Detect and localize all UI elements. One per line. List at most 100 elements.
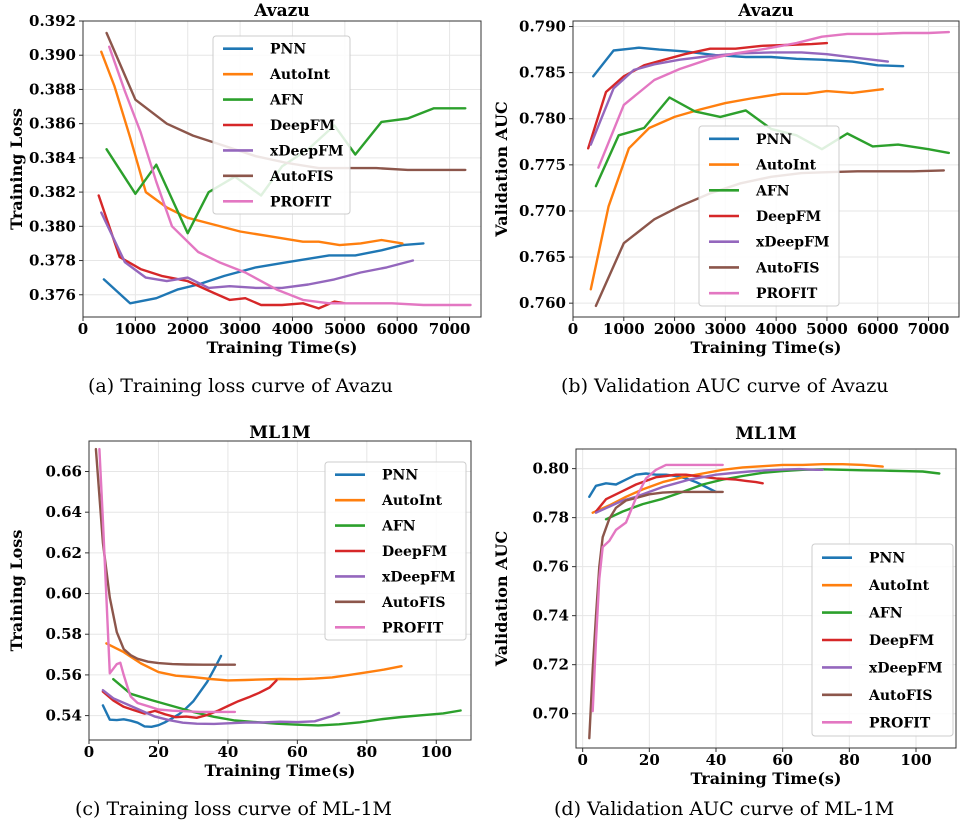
legend-label-afn: AFN: [868, 606, 903, 622]
y-tick-label: 0.770: [519, 202, 566, 220]
y-axis-label: Validation AUC: [492, 531, 511, 667]
legend-label-autoint: AutoInt: [868, 578, 930, 594]
legend-label-afn: AFN: [755, 183, 790, 199]
legend-box: [212, 35, 351, 215]
y-tick-label: 0.785: [519, 64, 566, 82]
legend-label-autofis: AutoFIS: [868, 688, 932, 704]
x-axis-label: Training Time(s): [207, 338, 358, 357]
series-line-autoint: [589, 87, 884, 291]
x-tick-label: 3000: [219, 320, 261, 338]
plot-frame: [88, 440, 472, 741]
y-tick-label: 0.58: [45, 625, 82, 643]
y-tick-label: 0.76: [532, 558, 569, 576]
y-tick-label: 0.392: [29, 12, 76, 30]
series-line-autoint: [100, 50, 404, 247]
series-line-afn: [112, 678, 462, 727]
y-tick-label: 0.775: [519, 156, 566, 174]
chart-title: Avazu: [737, 1, 793, 21]
x-tick-label: 20: [639, 751, 660, 769]
legend-label-deepfm: DeepFM: [869, 633, 934, 649]
series-line-deepfm: [97, 194, 346, 310]
legend-label-xdeepfm: xDeepFM: [869, 660, 943, 676]
x-tick-label: 20: [148, 743, 169, 761]
legend-label-pnn: PNN: [756, 132, 792, 148]
legend: PNN AutoInt AFN DeepFM xDeepFM AutoFIS PROFIT: [212, 35, 351, 215]
x-axis-label: Training Time(s): [691, 769, 842, 788]
y-tick-label: 0.56: [45, 666, 82, 684]
series-line-deepfm: [101, 679, 278, 719]
x-axis-label: Training Time(s): [691, 338, 842, 357]
chart-title: ML1M: [735, 424, 797, 444]
legend: PNN AutoInt AFN DeepFM xDeepFM AutoFIS PROFIT: [811, 543, 954, 737]
series-line-xdeepfm: [100, 211, 415, 290]
legend-label-profit: PROFIT: [869, 715, 931, 731]
caption-b: (b) Validation AUC curve of Avazu: [561, 375, 889, 397]
legend-label-xdeepfm: xDeepFM: [270, 143, 344, 159]
plot-frame: [572, 20, 960, 318]
chart-title: ML1M: [249, 423, 311, 443]
series-line-profit: [591, 463, 724, 713]
x-tick-label: 1000: [114, 320, 156, 338]
series-line-profit: [98, 447, 237, 714]
plot-frame: [575, 448, 957, 749]
x-tick-label: 2000: [167, 320, 209, 338]
legend-box: [698, 125, 840, 307]
y-tick-label: 0.760: [519, 294, 566, 312]
x-tick-label: 2000: [654, 320, 696, 338]
series-line-pnn: [101, 654, 223, 728]
y-tick-label: 0.72: [532, 656, 569, 674]
chart-c: 0 20 40 60 80 100 0.54 0.56 0.58 0.60 0.62 0.64 0.66…: [7, 423, 472, 780]
legend: PNN AutoInt AFN DeepFM xDeepFM AutoFIS PROFIT: [698, 125, 840, 307]
y-tick-label: 0.64: [45, 503, 82, 521]
legend-label-pnn: PNN: [382, 468, 418, 484]
legend-label-profit: PROFIT: [756, 286, 818, 302]
series-line-autoint: [591, 463, 884, 514]
x-tick-label: 0: [78, 320, 88, 338]
y-tick-label: 0.380: [29, 217, 76, 235]
x-tick-label: 4000: [755, 320, 797, 338]
y-axis-label: Validation AUC: [492, 101, 511, 237]
legend-label-autoint: AutoInt: [269, 67, 331, 83]
x-tick-label: 60: [772, 751, 793, 769]
legend-label-autofis: AutoFIS: [381, 595, 445, 611]
caption-c: (c) Training loss curve of ML-1M: [75, 798, 392, 820]
series-line-pnn: [592, 46, 905, 78]
y-tick-label: 0.70: [532, 705, 569, 723]
y-tick-label: 0.386: [29, 115, 76, 133]
x-tick-label: 4000: [272, 320, 314, 338]
x-tick-label: 40: [217, 743, 238, 761]
chart-b: 0 1000 2000 3000 4000 5000 6000 7000 0.760 0.765 0…: [492, 1, 960, 357]
legend-label-pnn: PNN: [869, 551, 905, 567]
plot-frame: [82, 20, 482, 318]
series-line-profit: [597, 30, 950, 169]
y-tick-label: 0.388: [29, 80, 76, 98]
legend-label-autofis: AutoFIS: [269, 169, 333, 185]
x-tick-label: 100: [900, 751, 931, 769]
legend-label-deepfm: DeepFM: [382, 544, 447, 560]
x-tick-label: 80: [356, 743, 377, 761]
legend-box: [324, 461, 467, 641]
x-tick-label: 80: [839, 751, 860, 769]
x-tick-label: 40: [706, 751, 727, 769]
series-line-xdeepfm: [101, 689, 341, 726]
legend-label-autoint: AutoInt: [755, 158, 817, 174]
y-tick-label: 0.60: [45, 585, 82, 603]
chart-d: 0 20 40 60 80 100 0.70 0.72 0.74 0.76 0.78 0.80 ML1M…: [492, 424, 957, 788]
legend-label-pnn: PNN: [270, 42, 306, 58]
caption-a: (a) Training loss curve of Avazu: [88, 375, 393, 397]
x-tick-label: 100: [421, 743, 452, 761]
series-line-pnn: [102, 242, 425, 305]
caption-d: (d) Validation AUC curve of ML-1M: [554, 798, 895, 820]
y-tick-label: 0.382: [29, 183, 76, 201]
y-tick-label: 0.54: [45, 707, 82, 725]
legend-label-deepfm: DeepFM: [756, 209, 821, 225]
series-line-afn: [604, 468, 941, 521]
y-tick-label: 0.390: [29, 46, 76, 64]
legend: PNN AutoInt AFN DeepFM xDeepFM AutoFIS PROFIT: [324, 461, 467, 641]
legend-box: [811, 543, 954, 737]
x-tick-label: 0: [568, 320, 578, 338]
legend-label-profit: PROFIT: [270, 194, 332, 210]
y-tick-label: 0.74: [532, 607, 569, 625]
series-line-autoint: [105, 642, 403, 682]
legend-label-autofis: AutoFIS: [755, 260, 819, 276]
